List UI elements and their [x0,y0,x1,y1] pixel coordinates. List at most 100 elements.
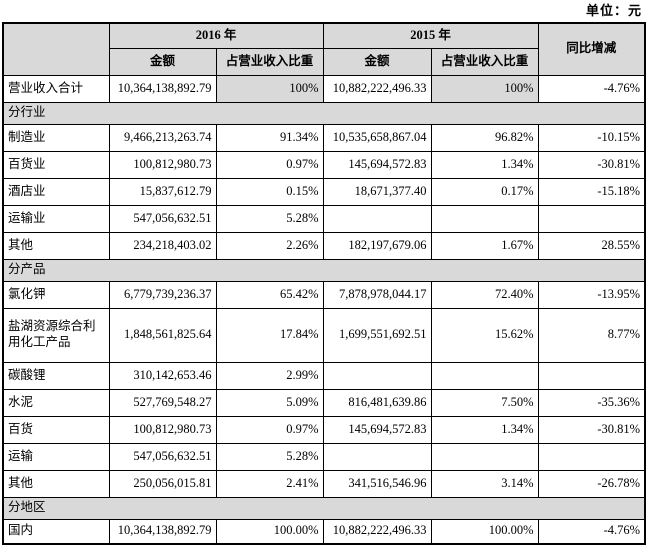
amount-2015-value: 182,197,679.06 [322,231,432,260]
amount-2016-value: 250,056,015.81 [108,469,217,498]
table-row: 营业收入合计 10,364,138,892.79 100% 10,882,222,49… [2,74,646,103]
amount-2016-value: 234,218,403.02 [108,231,217,260]
table-row: 运输业 547,056,632.51 5.28% [2,204,646,233]
ratio-2015-value: 1.67% [430,231,539,260]
ratio-2015-value: 100.00% [430,518,539,545]
yoy-value: -35.36% [537,388,646,417]
yoy-value: -4.76% [537,74,646,103]
ratio-2015-value: 72.40% [430,280,539,309]
amount-2016-value: 6,779,739,236.37 [108,280,217,309]
table-row: 氯化钾 6,779,739,236.37 65.42% 7,878,978,044.1… [2,280,646,309]
amount-2015-value: 145,694,572.83 [322,150,432,179]
ratio-2015-value: 3.14% [430,469,539,498]
table-row: 盐湖资源综合利用化工产品 1,848,561,825.64 17.84% 1,699,… [2,307,646,363]
yoy-value: -30.81% [537,150,646,179]
ratio-2015-value [430,442,539,471]
ratio-2015-value: 0.17% [430,177,539,206]
ratio-2015-value: 1.34% [430,150,539,179]
table-row: 其他 234,218,403.02 2.26% 182,197,679.06 1.67%… [2,231,646,260]
ratio-2015-value: 96.82% [430,123,539,152]
ratio-2016-value: 91.34% [215,123,324,152]
row-label: 其他 [2,231,110,260]
table-row: 其他 250,056,015.81 2.41% 341,516,546.96 3.14%… [2,469,646,498]
section-row: 分行业 [2,101,646,125]
yoy-value [537,204,646,233]
ratio-2015-value: 7.50% [430,388,539,417]
ratio-2016-value: 100.00% [215,518,324,545]
ratio-2016-value: 0.97% [215,415,324,444]
amount-2016-value: 9,466,213,263.74 [108,123,217,152]
corner-cell [2,22,110,76]
yoy-value: 8.77% [537,307,646,363]
amount-2015-value: 18,671,377.40 [322,177,432,206]
yoy-value: -15.18% [537,177,646,206]
amount-2016-value: 527,769,548.27 [108,388,217,417]
ratio-2016-value: 5.28% [215,204,324,233]
amount-2015-value: 10,882,222,496.33 [322,74,432,103]
table-body: 营业收入合计 10,364,138,892.79 100% 10,882,222,49… [2,74,646,545]
amount-2015-value: 1,699,551,692.51 [322,307,432,363]
amount-2016-value: 310,142,653.46 [108,361,217,390]
row-label: 百货 [2,415,110,444]
amount-2015-value: 7,878,978,044.17 [322,280,432,309]
table-row: 碳酸锂 310,142,653.46 2.99% [2,361,646,390]
table-row: 运输 547,056,632.51 5.28% [2,442,646,471]
amount-2015-value: 10,535,658,867.04 [322,123,432,152]
ratio-2016-header: 占营业收入比重 [215,47,324,76]
row-label: 碳酸锂 [2,361,110,390]
yoy-value [537,442,646,471]
amount-2015-value [322,442,432,471]
row-label: 氯化钾 [2,280,110,309]
year-2016-header: 2016 年 [108,22,324,49]
section-label: 分行业 [2,101,646,125]
table-row: 水泥 527,769,548.27 5.09% 816,481,639.86 7.50%… [2,388,646,417]
table-row: 国内 10,364,138,892.79 100.00% 10,882,222,496… [2,518,646,545]
row-label: 运输业 [2,204,110,233]
amount-2016-value: 10,364,138,892.79 [108,518,217,545]
ratio-2016-value: 5.28% [215,442,324,471]
row-label: 酒店业 [2,177,110,206]
amount-2015-value: 10,882,222,496.33 [322,518,432,545]
amount-2015-value [322,361,432,390]
row-label: 百货业 [2,150,110,179]
amount-2015-value [322,204,432,233]
yoy-value: -30.81% [537,415,646,444]
unit-label: 单位：元 [585,3,642,18]
amount-2016-value: 15,837,612.79 [108,177,217,206]
row-label: 水泥 [2,388,110,417]
section-label: 分产品 [2,258,646,282]
ratio-2016-value: 2.26% [215,231,324,260]
header-row-measures: 金额 占营业收入比重 金额 占营业收入比重 [3,47,645,76]
amount-2016-value: 547,056,632.51 [108,204,217,233]
ratio-2016-value: 5.09% [215,388,324,417]
revenue-breakdown-table: 2016 年 2015 年 同比增减 金额 占营业收入比重 金额 占营业收入比重… [2,22,646,545]
table-row: 酒店业 15,837,612.79 0.15% 18,671,377.40 0.17% -… [2,177,646,206]
amount-2016-value: 100,812,980.73 [108,150,217,179]
ratio-2015-value: 15.62% [430,307,539,363]
yoy-value: -26.78% [537,469,646,498]
table-row: 制造业 9,466,213,263.74 91.34% 10,535,658,867.… [2,123,646,152]
section-row: 分产品 [2,258,646,282]
amount-2015-value: 145,694,572.83 [322,415,432,444]
yoy-header: 同比增减 [537,22,646,76]
ratio-2016-value: 2.99% [215,361,324,390]
ratio-2015-value: 1.34% [430,415,539,444]
ratio-2015-value [430,361,539,390]
yoy-value: -13.95% [537,280,646,309]
ratio-2016-value: 0.97% [215,150,324,179]
header-row-years: 2016 年 2015 年 同比增减 [2,22,646,76]
amount-2016-value: 10,364,138,892.79 [108,74,217,103]
section-label: 分地区 [2,496,646,520]
amount-2015-header: 金额 [322,47,432,76]
table-row: 百货 100,812,980.73 0.97% 145,694,572.83 1.34%… [2,415,646,444]
yoy-value: -4.76% [537,518,646,545]
ratio-2016-value: 0.15% [215,177,324,206]
row-label: 运输 [2,442,110,471]
year-2015-header: 2015 年 [322,22,539,49]
ratio-2016-value: 17.84% [215,307,324,363]
row-label: 其他 [2,469,110,498]
table-row: 百货业 100,812,980.73 0.97% 145,694,572.83 1.34… [2,150,646,179]
amount-2016-header: 金额 [108,47,217,76]
ratio-2015-value [430,204,539,233]
row-label: 制造业 [2,123,110,152]
